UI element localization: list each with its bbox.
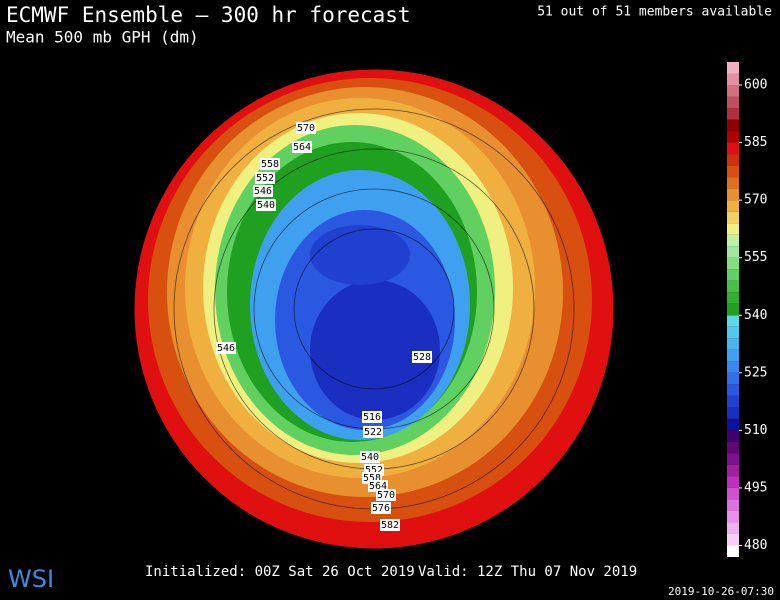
contour-label: 546	[254, 186, 272, 197]
label-box	[376, 489, 396, 501]
colorbar-cell	[727, 510, 739, 523]
colorbar-cell	[727, 62, 739, 74]
colorbar-cell	[727, 142, 739, 155]
logo: WSI	[8, 565, 54, 593]
label-box	[292, 141, 312, 153]
initialized: Initialized: 00Z Sat 26 Oct 2019	[145, 564, 415, 580]
label-box	[255, 172, 275, 184]
label-box	[260, 158, 280, 170]
colorbar-cell	[727, 476, 739, 488]
members-note: 51 out of 51 members available	[537, 5, 772, 20]
colorbar-cell	[727, 188, 739, 201]
label-box	[256, 199, 276, 211]
colorbar-label: 585	[744, 135, 767, 150]
map-border	[133, 68, 615, 550]
colorbar-cell	[727, 349, 739, 362]
colorbar-cell	[727, 464, 739, 477]
ring	[310, 225, 410, 285]
colorbar-cell	[727, 326, 739, 339]
contour-label: 552	[256, 173, 274, 184]
contour	[293, 228, 455, 390]
label-box	[216, 342, 236, 354]
colorbar-cell	[727, 315, 739, 327]
valid-time: Valid: 12Z Thu 07 Nov 2019	[418, 564, 637, 580]
label-box	[296, 122, 316, 134]
colorbar-cell	[727, 430, 739, 442]
colorbar-cell	[727, 545, 739, 557]
contour-label: 558	[261, 159, 279, 170]
colorbar-cell	[727, 73, 739, 86]
colorbar-cell	[727, 131, 739, 143]
label-box	[371, 502, 391, 514]
colorbar-cell	[727, 85, 739, 97]
colorbar-cell	[727, 200, 739, 212]
contour-label: 522	[364, 427, 382, 438]
subtitle: Mean 500 mb GPH (dm)	[6, 28, 199, 47]
colorbar-cell	[727, 292, 739, 304]
colorbar-cell	[727, 407, 739, 419]
colorbar-label: 495	[744, 480, 767, 495]
label-box	[360, 451, 380, 463]
colorbar-cell	[727, 269, 739, 281]
contour-label: 540	[361, 452, 379, 463]
colorbar-label: 525	[744, 365, 767, 380]
colorbar-cell	[727, 257, 739, 270]
colorbar-cell	[727, 211, 739, 224]
label-box	[380, 519, 400, 531]
label-box	[253, 185, 273, 197]
colorbar-cell	[727, 234, 739, 247]
contour-label: 516	[363, 412, 381, 423]
colorbar-cell	[727, 384, 739, 396]
colorbar-cell	[727, 154, 739, 166]
colorbar-cell	[727, 395, 739, 408]
contour-label: 564	[293, 142, 311, 153]
colorbar-cell	[727, 338, 739, 350]
colorbar-cell	[727, 499, 739, 511]
colorbar-cell	[727, 487, 739, 500]
colorbar-cell	[727, 280, 739, 293]
contour-label: 540	[257, 200, 275, 211]
colorbar-cell	[727, 108, 739, 120]
contour-label: 582	[381, 520, 399, 531]
colorbar-cell	[727, 223, 739, 235]
contour-label: 528	[413, 352, 431, 363]
timestamp: 2019-10-26-07:30	[668, 585, 774, 598]
colorbar-cell	[727, 453, 739, 465]
colorbar-cell	[727, 372, 739, 385]
colorbar-cell	[727, 522, 739, 534]
colorbar-label: 570	[744, 193, 767, 208]
contour-label: 564	[369, 481, 387, 492]
colorbar-label: 510	[744, 423, 767, 438]
contour-label: 546	[217, 343, 235, 354]
colorbar-cell	[727, 418, 739, 431]
colorbar-label: 555	[744, 250, 767, 265]
colorbar-label: 540	[744, 308, 767, 323]
label-box	[412, 351, 432, 363]
colorbar-cell	[727, 119, 739, 132]
colorbar-label: 600	[744, 78, 767, 93]
colorbar-cell	[727, 246, 739, 258]
ring	[310, 280, 440, 420]
colorbar-cell	[727, 361, 739, 373]
colorbar-cell	[727, 177, 739, 189]
contour-label: 576	[372, 503, 390, 514]
label-box	[362, 411, 382, 423]
colorbar-label: 480	[744, 538, 767, 553]
colorbar-cell	[727, 96, 739, 109]
label-box	[363, 426, 383, 438]
colorbar-cell	[727, 165, 739, 178]
colorbar-cell	[727, 441, 739, 454]
contour-label: 570	[297, 123, 315, 134]
contour-label: 552	[365, 465, 383, 476]
colorbar-cell	[727, 533, 739, 546]
contour-label: 558	[363, 473, 381, 484]
colorbar-cell	[727, 303, 739, 316]
contour-label: 570	[377, 490, 395, 501]
title: ECMWF Ensemble — 300 hr forecast	[6, 3, 411, 27]
